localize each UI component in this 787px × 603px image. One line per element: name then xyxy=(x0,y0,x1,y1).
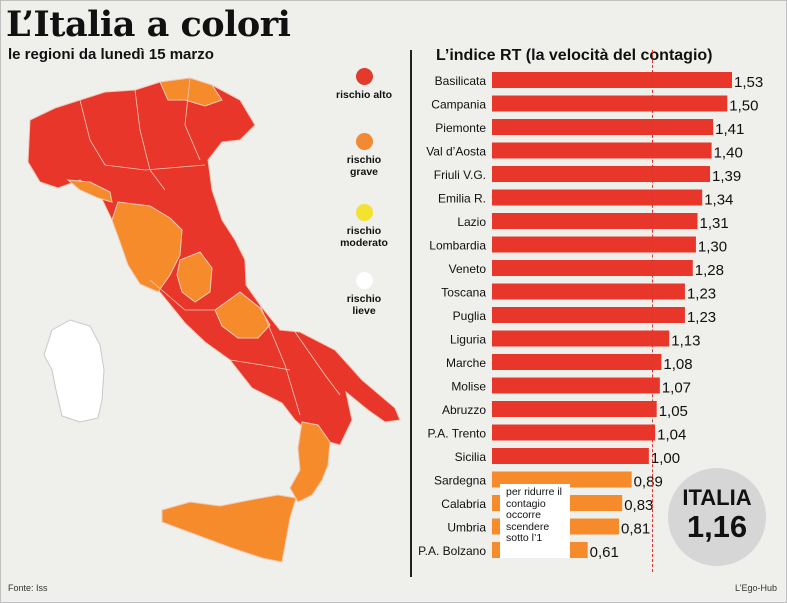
value-label: 1,41 xyxy=(715,121,744,138)
map-region-calabria xyxy=(289,421,331,503)
value-label: 1,39 xyxy=(712,168,741,185)
category-label: Puglia xyxy=(453,309,487,323)
value-label: 1,04 xyxy=(657,427,686,444)
bar xyxy=(492,72,732,88)
value-label: 1,31 xyxy=(699,215,728,232)
category-label: Emilia R. xyxy=(438,192,486,206)
bar xyxy=(492,142,712,159)
value-label: 1,50 xyxy=(729,98,758,115)
legend-item-moderato: rischio moderato xyxy=(336,204,392,249)
legend-label: rischio lieve xyxy=(346,293,382,317)
value-label: 1,34 xyxy=(704,192,733,209)
category-label: Calabria xyxy=(441,497,486,511)
value-label: 1,07 xyxy=(662,380,691,397)
value-label: 0,83 xyxy=(624,497,653,514)
category-label: Friuli V.G. xyxy=(434,168,486,182)
category-label: Umbria xyxy=(447,521,486,535)
map-region-sardegna xyxy=(43,319,105,423)
category-label: Campania xyxy=(431,98,486,112)
legend-dot-yellow xyxy=(355,204,373,221)
category-label: Basilicata xyxy=(435,74,487,88)
italia-badge: ITALIA 1,16 xyxy=(668,468,766,566)
category-label: Marche xyxy=(446,356,486,370)
value-label: 1,28 xyxy=(695,262,724,279)
map-region-liguria-edge xyxy=(66,179,113,203)
legend-label: rischio alto xyxy=(336,89,393,101)
credit-text: L’Ego-Hub xyxy=(734,583,777,593)
value-label: 1,08 xyxy=(663,356,692,373)
bar xyxy=(492,119,714,135)
legend-dot-red xyxy=(355,68,373,85)
divider-line xyxy=(410,50,412,577)
map-region-bolzano xyxy=(159,77,223,107)
category-label: Sardegna xyxy=(434,474,486,488)
value-label: 0,61 xyxy=(590,544,619,561)
italia-label: ITALIA xyxy=(682,485,752,510)
category-label: P.A. Bolzano xyxy=(418,544,486,558)
map-region-sicilia xyxy=(161,494,297,563)
bar xyxy=(492,213,698,229)
bar xyxy=(492,448,649,464)
bar xyxy=(492,260,693,276)
category-label: Abruzzo xyxy=(442,403,486,417)
bar xyxy=(492,471,632,488)
bar xyxy=(492,236,696,253)
category-label: Val d’Aosta xyxy=(426,145,486,159)
threshold-line xyxy=(652,50,653,572)
legend-item-grave: rischio grave xyxy=(336,133,392,178)
value-label: 1,23 xyxy=(687,286,716,303)
value-label: 1,23 xyxy=(687,309,716,326)
bar xyxy=(492,401,657,417)
legend-label: rischio grave xyxy=(346,154,382,178)
note-box: per ridurre il contagio occorre scendere… xyxy=(500,484,570,558)
value-label: 1,40 xyxy=(714,145,743,162)
bar xyxy=(492,189,703,206)
bar xyxy=(492,354,662,370)
category-label: Sicilia xyxy=(455,450,487,464)
map-region-abruzzo xyxy=(214,291,271,339)
category-label: Toscana xyxy=(441,286,486,300)
source-text: Fonte: Iss xyxy=(8,583,48,593)
page-title: L’Italia a colori xyxy=(6,4,291,45)
bar xyxy=(492,377,660,394)
legend-item-lieve: rischio lieve xyxy=(336,272,392,317)
value-label: 1,53 xyxy=(734,74,763,91)
value-label: 1,05 xyxy=(659,403,688,420)
category-label: Veneto xyxy=(449,262,487,276)
category-label: Lazio xyxy=(457,215,486,229)
category-label: Molise xyxy=(451,380,486,394)
italy-map xyxy=(27,77,401,563)
legend-dot-white xyxy=(355,272,373,289)
value-label: 0,81 xyxy=(621,521,650,538)
chart-title: L’indice RT (la velocità del contagio) xyxy=(436,47,713,64)
map-region-toscana xyxy=(111,201,183,293)
value-label: 1,00 xyxy=(651,450,680,467)
legend-dot-orange xyxy=(355,133,373,150)
bar xyxy=(492,283,685,300)
map-region-umbria xyxy=(176,251,213,303)
category-label: P.A. Trento xyxy=(428,427,487,441)
category-label: Piemonte xyxy=(435,121,486,135)
bar xyxy=(492,424,656,441)
bar xyxy=(492,95,728,112)
legend-label: rischio moderato xyxy=(340,225,388,249)
legend-item-alto: rischio alto xyxy=(336,68,392,101)
bar xyxy=(492,307,685,323)
bar xyxy=(492,330,670,347)
value-label: 1,13 xyxy=(671,333,700,350)
bar xyxy=(492,166,711,182)
value-label: 0,89 xyxy=(634,474,663,491)
page-subtitle: le regioni da lunedì 15 marzo xyxy=(8,46,214,63)
category-label: Liguria xyxy=(450,333,486,347)
value-label: 1,30 xyxy=(698,239,727,256)
italia-value: 1,16 xyxy=(686,509,748,544)
category-label: Lombardia xyxy=(429,239,486,253)
